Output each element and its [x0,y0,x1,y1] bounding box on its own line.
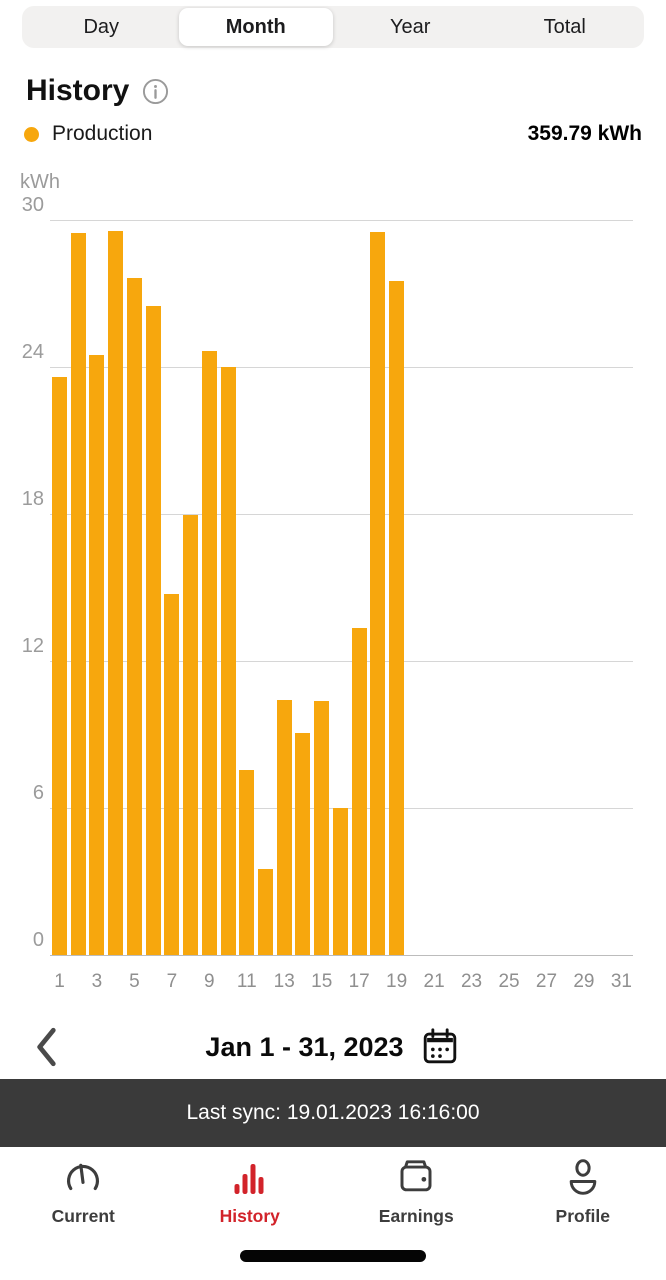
x-tick-label-5: 5 [129,971,140,992]
y-axis-unit-label: kWh [20,171,60,193]
previous-period-button[interactable] [34,1026,60,1068]
x-tick-label-13: 13 [273,971,295,992]
bar-day-19[interactable] [389,281,405,955]
bar-chart-icon [234,1164,264,1194]
bar-day-1[interactable] [52,376,67,955]
bar-day-9[interactable] [201,351,217,955]
tab-earnings[interactable]: Earnings [333,1147,500,1280]
y-tick-label-0: 0 [32,929,44,951]
x-tick-label-7: 7 [166,971,178,992]
x-tick-label-3: 3 [91,971,103,992]
bar-day-10[interactable] [220,367,236,955]
bar-day-8[interactable] [183,515,199,955]
x-tick-label-9: 9 [204,971,215,992]
home-indicator[interactable] [240,1250,426,1262]
x-tick-label-31: 31 [610,971,632,992]
tab-history[interactable]: History [167,1147,334,1280]
gauge-icon [67,1163,100,1191]
segment-total[interactable]: Total [543,15,586,38]
last-sync-banner: Last sync: 19.01.2023 16:16:00 [0,1079,666,1147]
tab-current[interactable]: Current [0,1147,167,1280]
gridline-0 [50,955,633,956]
tab-history-label: History [219,1206,280,1226]
calendar-icon[interactable] [419,1026,461,1068]
tab-current-label: Current [51,1206,115,1226]
bar-day-14[interactable] [295,733,311,955]
x-tick-label-21: 21 [423,971,445,992]
wallet-icon [400,1160,432,1192]
tab-profile-label: Profile [555,1206,610,1226]
gridline-30 [50,220,633,221]
info-icon[interactable] [142,78,169,105]
bar-day-7[interactable] [164,593,180,955]
last-sync-text: Last sync: 19.01.2023 16:16:00 [186,1101,480,1124]
bar-day-2[interactable] [70,233,86,955]
bar-day-15[interactable] [314,701,330,955]
date-nav: Jan 1 - 31, 2023 [0,1022,666,1072]
x-tick-label-25: 25 [498,971,520,992]
x-tick-label-1: 1 [54,971,65,992]
period-segmented-control: Day Month Year Total [22,6,644,48]
bar-day-16[interactable] [332,808,348,955]
segment-year[interactable]: Year [390,15,431,38]
bar-day-5[interactable] [126,277,142,955]
production-legend-label: Production [52,122,153,145]
bar-day-4[interactable] [108,231,124,955]
bar-day-11[interactable] [239,770,255,955]
page-header: History [26,74,169,108]
tab-profile[interactable]: Profile [500,1147,666,1280]
y-tick-label-12: 12 [21,635,44,657]
date-range-label: Jan 1 - 31, 2023 [205,1031,404,1062]
legend: Production 359.79 kWh [24,122,642,146]
legend-series: Production [24,122,152,146]
x-tick-label-15: 15 [311,971,333,992]
bar-day-18[interactable] [370,232,386,955]
x-tick-label-11: 11 [236,971,257,992]
segment-month[interactable]: Month [178,8,333,46]
y-tick-label-6: 6 [32,782,44,804]
profile-icon [569,1159,597,1195]
x-tick-label-19: 19 [386,971,408,992]
x-tick-label-17: 17 [348,971,370,992]
bar-day-12[interactable] [258,869,274,955]
production-legend-dot [24,126,39,142]
y-tick-label-24: 24 [21,341,44,363]
production-total-value: 359.79 kWh [527,122,642,145]
bar-day-13[interactable] [276,700,292,955]
page-title: History [26,74,130,107]
segment-day[interactable]: Day [83,15,120,38]
y-tick-label-30: 30 [21,194,44,216]
bar-day-17[interactable] [351,627,367,955]
x-tick-label-27: 27 [535,971,558,992]
bar-day-3[interactable] [89,354,105,955]
y-tick-label-18: 18 [21,488,44,510]
x-tick-label-23: 23 [460,971,483,992]
x-tick-label-29: 29 [573,971,595,992]
tab-earnings-label: Earnings [378,1206,454,1226]
bar-day-6[interactable] [145,305,161,955]
